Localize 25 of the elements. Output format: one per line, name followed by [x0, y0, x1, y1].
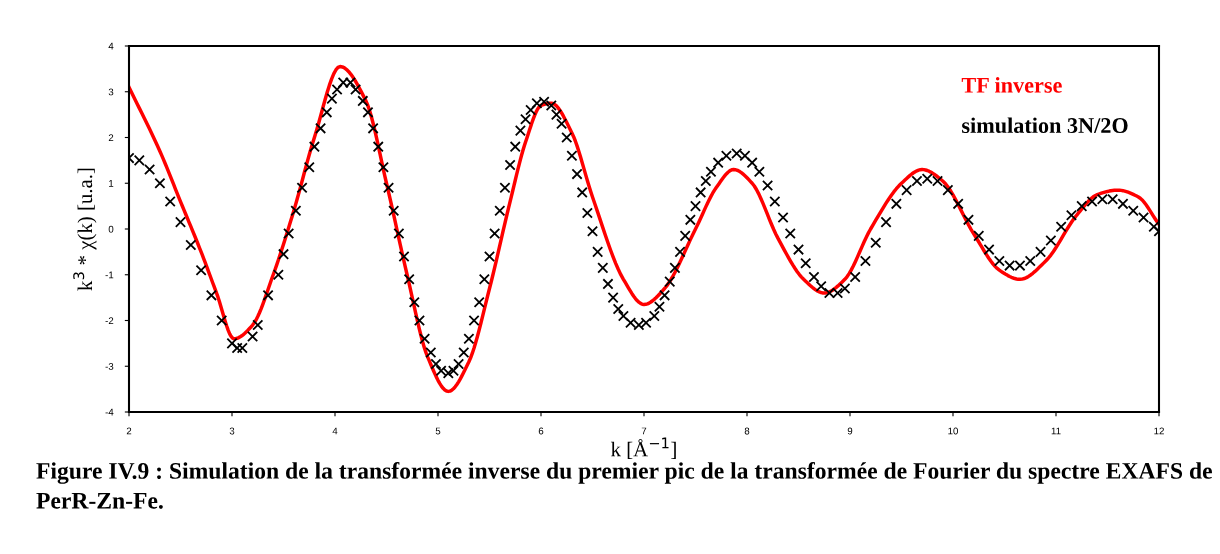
y-tick-label: 3	[108, 88, 114, 96]
x-tick-label: 10	[948, 427, 959, 435]
y-tick-label: -2	[105, 317, 114, 325]
x-tick-label: 2	[126, 427, 132, 435]
y-tick-label: 2	[108, 134, 114, 142]
x-tick-label: 11	[1051, 427, 1061, 435]
x-tick-label: 9	[847, 427, 853, 435]
x-tick-label: 5	[435, 427, 441, 435]
text: simulation 3N/2O	[962, 117, 1128, 134]
x-tick-label: 3	[229, 427, 235, 435]
y-tick-label: -1	[105, 271, 114, 279]
x-tick-label: 4	[332, 427, 338, 435]
x-tick-label: 12	[1154, 427, 1164, 435]
x-axis-title: k [Å$^{−1}$]	[610, 437, 676, 459]
x-tick-label: 8	[744, 427, 750, 435]
y-tick-label: 4	[108, 42, 114, 50]
y-tick-label: -4	[105, 408, 114, 416]
x-tick-label: 7	[641, 427, 647, 435]
y-tick-label: 1	[109, 180, 114, 187]
y-tick-label: 0	[108, 225, 114, 233]
text: TF inverse	[961, 77, 1062, 93]
x-tick-label: 6	[538, 427, 544, 435]
text: Figure IV.9 : Simulation de la transformée inverse du premier pic de la transformée de Fourier du spectre EXAFS de PerR-Zn-Fe.	[36, 462, 1212, 509]
y-tick-label: -3	[105, 362, 114, 370]
y-axis-title: k$^{3}$ * χ(k) [u.a.]	[73, 168, 97, 291]
